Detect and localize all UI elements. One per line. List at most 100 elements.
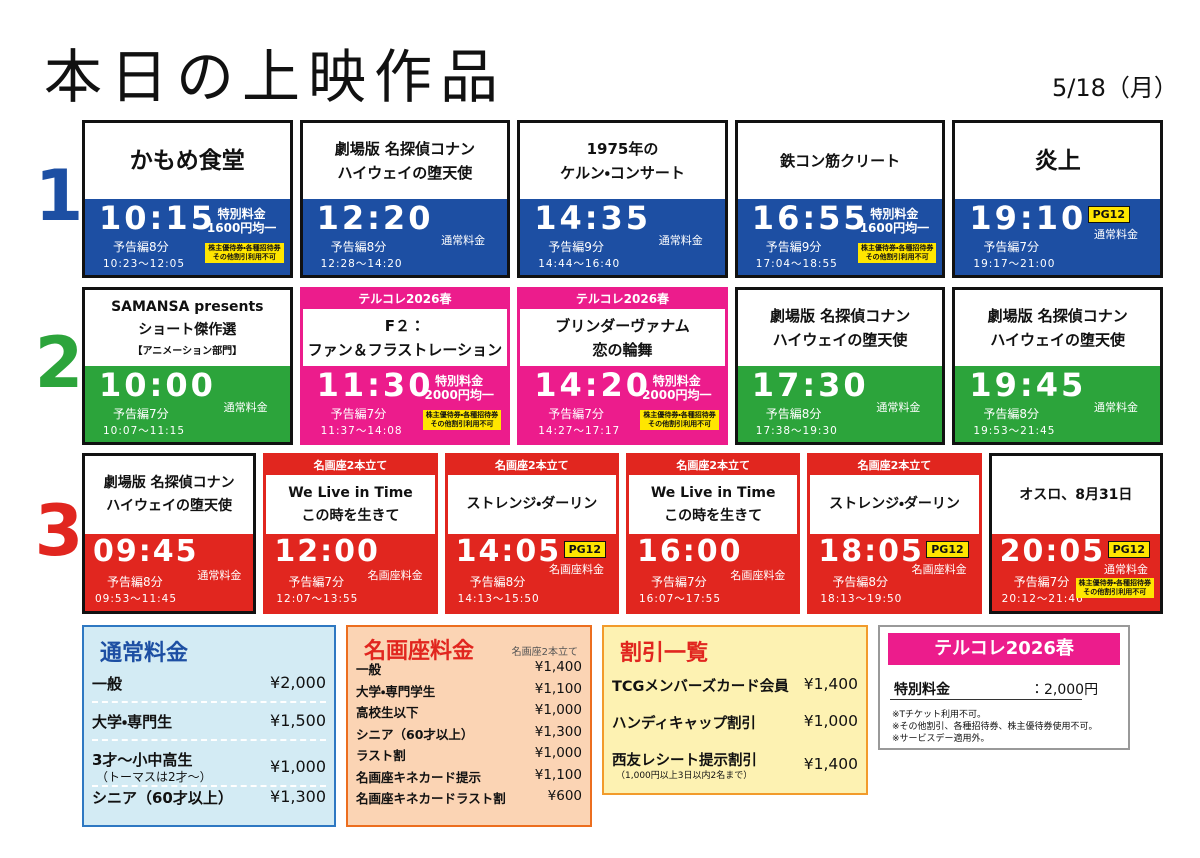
run-range: 12:07～13:55 — [276, 593, 359, 605]
film-card: かもめ食堂 10:15 予告編8分 10:23～12:05 特別料金 1600円均一 株主優… — [82, 120, 293, 278]
film-tag: テルコレ2026春 — [520, 290, 725, 309]
price-label: シニア（60才以上） — [92, 789, 233, 807]
trailer: 予告編8分 — [113, 240, 169, 254]
time-panel: 11:30 予告編7分 11:37～14:08 特別料金 2000円均一 株主優待券・各種… — [302, 366, 508, 442]
trailer: 予告編7分 — [113, 407, 169, 421]
note-line: その他割引利用不可 — [430, 420, 494, 428]
rating: PG12 — [926, 541, 969, 558]
start-time: 17:30 — [751, 366, 869, 404]
title-line: 劇場版 名探偵コナン — [769, 307, 911, 325]
start-time: 14:20 — [534, 366, 652, 404]
trailer: 予告編8分 — [832, 575, 888, 589]
film-title: 1975年の ケルン・コンサート — [520, 123, 725, 199]
run-range: 09:53～11:45 — [95, 593, 178, 605]
row-divider — [92, 785, 326, 787]
price-label: 大学・専門学生 — [356, 683, 436, 699]
note: 株主優待券・各種招待券 その他割引利用不可 — [205, 243, 284, 263]
title-line: ストレンジ・ダーリン — [466, 496, 598, 512]
note: 株主優待券・各種招待券 その他割引利用不可 — [858, 243, 937, 263]
note-line: 株主優待券・各種招待券 — [1078, 579, 1151, 587]
fee: 通常料金 — [197, 569, 242, 582]
price: ¥1,000 — [803, 712, 858, 730]
title-line: この時を生きて — [301, 507, 400, 524]
price: ¥2,000 — [270, 673, 326, 692]
trailer: 予告編9分 — [548, 240, 604, 254]
row-divider — [92, 739, 326, 741]
note-line: その他割引利用不可 — [1083, 588, 1147, 596]
start-time: 14:05 — [455, 534, 562, 569]
rating: PG12 — [1107, 541, 1150, 558]
trailer: 予告編8分 — [330, 240, 387, 254]
note: 株主優待券・各種招待券 その他割引利用不可 — [422, 410, 502, 430]
underline — [890, 699, 1082, 700]
film-title: 炎上 — [955, 123, 1160, 199]
time-panel: 10:15 予告編8分 10:23～12:05 特別料金 1600円均一 株主優待券・各種… — [85, 199, 290, 275]
film-title: 劇場版 名探偵コナン ハイウェイの堕天使 — [303, 123, 508, 199]
price-remark: ※Tチケット利用不可。 — [892, 710, 987, 720]
trailer: 予告編8分 — [469, 575, 526, 589]
price-label: ハンディキャップ割引 — [612, 716, 756, 732]
time-panel: 18:05 予告編8分 18:13～19:50 PG12 名画座料金 — [810, 534, 979, 611]
time-panel: 19:10 予告編7分 19:17～21:00 PG12 通常料金 — [955, 199, 1160, 275]
start-time: 12:00 — [274, 534, 380, 569]
price-label: 高校生以下 — [356, 705, 419, 720]
trailer: 予告編7分 — [288, 575, 344, 589]
screen-number: 1 — [34, 155, 84, 237]
start-time: 18:05 — [818, 534, 924, 569]
price-note: （1,000円以上3日以内2名まで） — [616, 770, 753, 781]
fee: 特別料金 — [870, 207, 919, 221]
film-title: 劇場版 名探偵コナン ハイウェイの堕天使 — [955, 290, 1160, 366]
note: 株主優待券・各種招待券 その他割引利用不可 — [1075, 578, 1154, 598]
note-line: 株主優待券・各種招待券 — [208, 244, 281, 252]
film-card: テルコレ2026春 ブリンダーヴァナム 恋の輪舞 14:20 予告編7分 14:27～17… — [517, 287, 728, 445]
trailer: 予告編7分 — [548, 407, 604, 421]
fee: 2000円均一 — [424, 388, 494, 402]
film-card: 劇場版 名探偵コナン ハイウェイの堕天使 09:45 予告編8分 09:53～11:45… — [82, 453, 257, 614]
title-line: 劇場版 名探偵コナン — [334, 140, 475, 158]
title-line: ハイウェイの堕天使 — [106, 498, 233, 514]
title-line: 【アニメーション部門】 — [132, 345, 243, 357]
film-card: 劇場版 名探偵コナン ハイウェイの堕天使 17:30 予告編8分 17:38～19:30… — [734, 287, 946, 445]
trailer: 予告編7分 — [330, 407, 387, 421]
price: ¥600 — [547, 788, 582, 804]
run-range: 14:44～16:40 — [538, 258, 621, 270]
time-panel: 16:00 予告編7分 16:07～17:55 名画座料金 — [629, 534, 798, 611]
title-line: ショート傑作選 — [138, 321, 237, 338]
price: ¥1,000 — [534, 702, 582, 718]
price-box: 通常料金 一般 ¥2,000 大学・専門生 ¥1,500 3才～小中高生 （トーマスは2才～… — [82, 625, 336, 827]
title-line: 炎上 — [1034, 148, 1081, 174]
film-card: 名画座2本立て We Live in Time この時を生きて 12:00 予告編7分 1… — [263, 453, 438, 614]
time-panel: 12:20 予告編8分 12:28～14:20 通常料金 — [302, 199, 508, 275]
price-title: 通常料金 — [100, 641, 189, 666]
price: ：2,000円 — [1030, 682, 1099, 698]
start-time: 11:30 — [316, 366, 434, 404]
film-title: ブリンダーヴァナム 恋の輪舞 — [520, 309, 725, 366]
note-line: 株主優待券・各種招待券 — [643, 411, 716, 419]
film-tag: テルコレ2026春 — [302, 290, 508, 309]
price-label: ラスト割 — [356, 748, 406, 763]
note: 株主優待券・各種招待券 その他割引利用不可 — [640, 410, 719, 430]
title-line: ハイウェイの堕天使 — [772, 331, 908, 349]
price: ¥1,500 — [270, 711, 326, 730]
film-card: 名画座2本立て ストレンジ・ダーリン 14:05 予告編8分 14:13～15:50 PG… — [444, 453, 619, 614]
start-time: 12:20 — [316, 199, 434, 237]
fee: 名画座料金 — [548, 563, 604, 576]
fee: 特別料金 — [435, 374, 484, 388]
time-panel: 19:45 予告編8分 19:53～21:45 通常料金 — [955, 366, 1160, 442]
film-title: ストレンジ・ダーリン — [448, 475, 616, 534]
title-line: 劇場版 名探偵コナン — [103, 475, 235, 491]
fee: 通常料金 — [876, 401, 921, 414]
fee: 特別料金 — [217, 207, 266, 221]
film-title: We Live in Time この時を生きて — [266, 475, 434, 534]
title-line: ケルン・コンサート — [560, 164, 685, 182]
film-title: 劇場版 名探偵コナン ハイウェイの堕天使 — [738, 290, 943, 366]
price-title: テルコレ2026春 — [888, 633, 1120, 665]
price-box: テルコレ2026春 特別料金 ：2,000円 ※Tチケット利用不可。 ※その他割引、各種… — [878, 625, 1130, 750]
title-line: We Live in Time — [650, 484, 776, 501]
note-line: 株主優待券・各種招待券 — [861, 244, 934, 252]
price-label: 名画座キネカードラスト割 — [356, 791, 506, 806]
title-line: 恋の輪舞 — [592, 340, 653, 359]
start-time: 16:00 — [637, 534, 743, 569]
film-tag: 名画座2本立て — [810, 456, 979, 475]
